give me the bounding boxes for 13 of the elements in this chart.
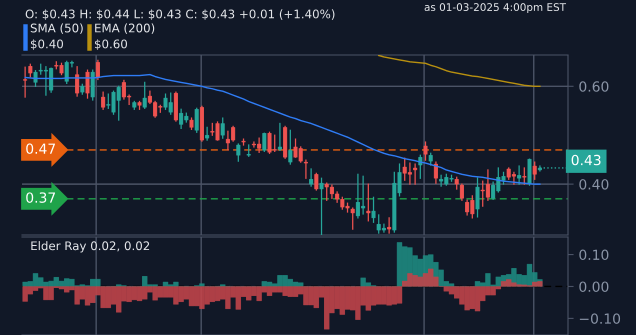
text: 0.43 (572, 154, 601, 166)
ref-line-label: 0.47 (26, 143, 56, 154)
chart-subtitle: as 01-03-2025 4:00pm EST (424, 3, 566, 14)
y-tick-label: −0.10 (580, 313, 620, 324)
chart-title: Elder Ray 0.02, 0.02 (31, 241, 150, 253)
ref-line-label: 0.37 (26, 192, 56, 203)
legend-label: EMA (200) $0.60 (94, 23, 154, 50)
y-tick-label: 0.40 (579, 179, 608, 190)
legend-label: SMA (50) $0.40 (30, 23, 83, 50)
y-tick-label: 0.00 (579, 281, 608, 292)
y-tick-label: 0.10 (579, 250, 608, 260)
y-tick-label: 0.60 (579, 81, 608, 92)
chart-title: O: $0.43 H: $0.44 L: $0.43 C: $0.43 +0.01 (+1.40%) (26, 9, 334, 20)
